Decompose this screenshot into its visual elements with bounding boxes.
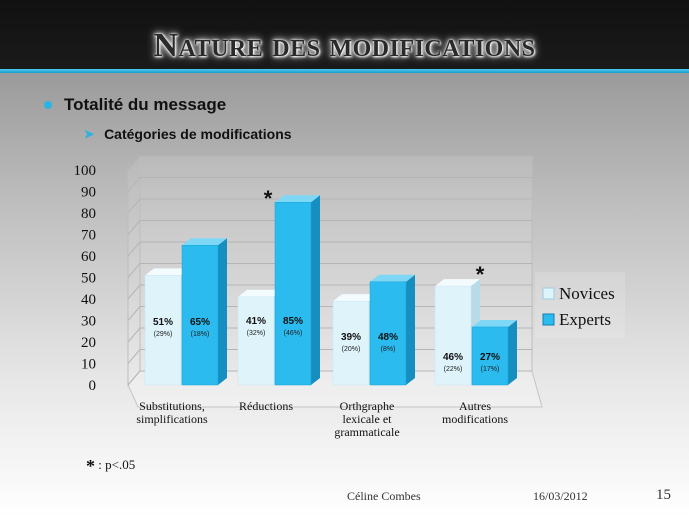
gridline-side: [127, 284, 141, 300]
bar-value-label: 51%: [153, 317, 173, 328]
category-label: Substitutions, simplifications: [136, 399, 208, 426]
legend-label-novices: Novices: [559, 284, 615, 303]
footnote-star: *: [86, 456, 95, 476]
bar-sub-label: (32%): [247, 330, 266, 337]
bar-value-label: 39%: [341, 332, 361, 343]
bar-side: [406, 274, 415, 385]
bar-novices: [332, 300, 370, 386]
bar-experts: [369, 281, 407, 386]
gridline-side: [127, 241, 141, 257]
chart-bars: [144, 195, 517, 386]
bullet-level-2-text: Catégories de modifications: [104, 126, 292, 142]
bar-sub-label: (18%): [191, 331, 210, 338]
category-label: Autres modifications: [442, 399, 508, 426]
bar-novices: [144, 275, 182, 386]
bar-side: [311, 195, 320, 385]
y-tick-label: 60: [81, 249, 96, 265]
bar-experts: [274, 202, 312, 386]
bar-top: [182, 238, 227, 246]
y-tick-label: 70: [81, 228, 96, 244]
y-axis-tick-labels: 0 10 20 30 40 50 60 70 80 90 100: [74, 163, 97, 394]
legend-swatch-experts: [542, 313, 555, 326]
title-rule: [0, 69, 689, 73]
bullet-level-1-text: Totalité du message: [64, 95, 227, 114]
bar-sub-label: (17%): [481, 366, 500, 373]
bar-data-labels: 51% (29%) 41% (32%) 39% (20%) 46% (22%) 65% (18%)…: [153, 316, 500, 373]
bullet-level-2: ➤ Catégories de modifications: [84, 126, 292, 142]
bar-value-label: 65%: [190, 317, 210, 328]
gridline-side: [127, 220, 141, 235]
bar-experts: [181, 245, 219, 386]
x-axis-category-labels: Substitutions, simplifications Réductions O…: [136, 399, 508, 439]
bar-top: [333, 294, 378, 302]
bar-value-label: 27%: [480, 352, 500, 363]
gridline-side: [127, 263, 141, 278]
bar-top: [370, 274, 415, 282]
bar-value-label: 41%: [246, 316, 266, 327]
bar-sub-label: (22%): [444, 366, 463, 373]
bullet-dot-icon: [44, 101, 52, 109]
category-label: Réductions: [239, 399, 293, 413]
y-tick-label: 0: [89, 378, 97, 394]
footer-author: Céline Combes: [347, 489, 421, 503]
bar-sub-label: (8%): [381, 346, 396, 353]
bar-side: [508, 319, 517, 385]
y-tick-label: 80: [81, 206, 96, 222]
bar-value-label: 85%: [283, 316, 303, 327]
y-tick-label: 10: [81, 357, 96, 373]
bar-experts: [471, 326, 509, 386]
gridline-side: [127, 349, 141, 364]
bar-value-label: 48%: [378, 332, 398, 343]
category-label: Orthgraphe lexicale et grammaticale: [334, 399, 399, 439]
gridline-side: [127, 370, 141, 386]
y-tick-label: 40: [81, 292, 96, 308]
y-tick-label: 50: [81, 271, 96, 287]
bar-sub-label: (29%): [154, 331, 173, 338]
bar-top: [472, 319, 517, 327]
chart-legend: Novices Experts: [535, 272, 625, 338]
footnote-text: : p<.05: [98, 457, 136, 472]
bar-novices: [434, 285, 472, 386]
gridline-side: [127, 155, 141, 171]
footer-page-number: 15: [656, 487, 671, 503]
bar-top: [275, 195, 320, 203]
bar-top: [238, 289, 283, 297]
gridline-side: [127, 306, 141, 321]
slide-title: Nature des modifications: [153, 27, 536, 64]
bar-side: [218, 238, 227, 385]
gridline-side: [127, 327, 141, 343]
legend-box: [535, 272, 625, 338]
gridline-side: [127, 198, 141, 214]
bullet-level-1: Totalité du message: [44, 95, 226, 115]
legend-label-experts: Experts: [559, 310, 611, 329]
footnote: * : p<.05: [86, 456, 135, 477]
y-tick-label: 20: [81, 335, 96, 351]
y-tick-label: 100: [74, 163, 97, 179]
y-tick-label: 30: [81, 314, 96, 330]
y-tick-label: 90: [81, 185, 96, 201]
bar-top: [435, 279, 480, 287]
footer-date: 16/03/2012: [533, 489, 588, 503]
arrow-bullet-icon: ➤: [84, 127, 95, 141]
gridline-side: [127, 177, 141, 192]
bar-sub-label: (20%): [342, 346, 361, 353]
legend-swatch-novices: [542, 287, 555, 300]
bar-novices: [237, 296, 275, 386]
significance-star: *: [476, 262, 485, 287]
bar-value-label: 46%: [443, 352, 463, 363]
bar-sub-label: (46%): [284, 330, 303, 337]
bar-top: [145, 268, 190, 276]
significance-star: *: [264, 186, 273, 211]
significance-marks: **: [264, 186, 485, 287]
